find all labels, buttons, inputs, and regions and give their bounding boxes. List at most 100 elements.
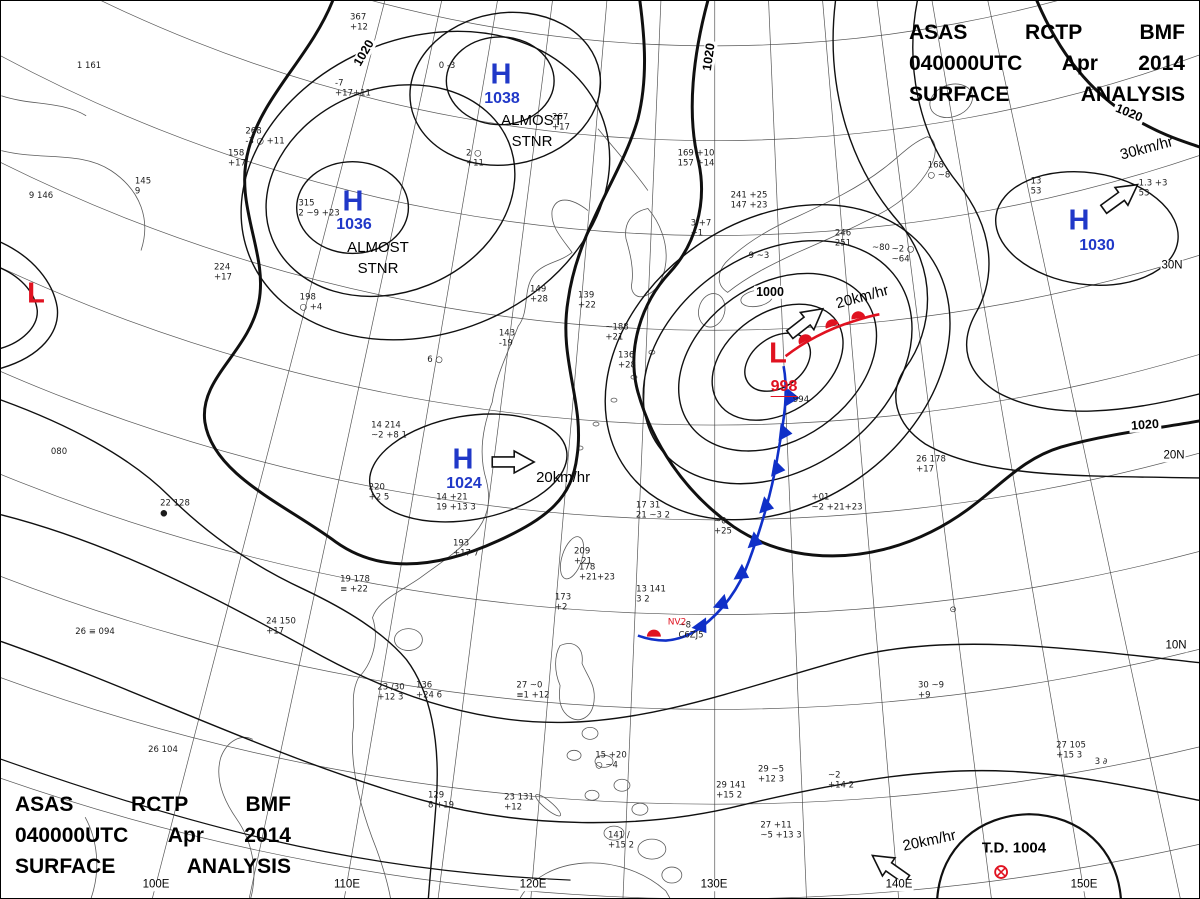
station-plot: 193 +17 7 [452, 538, 480, 558]
pressure-center-value: 1030 [1079, 237, 1115, 254]
product-id-bottom: ASAS RCTP BMF [15, 793, 291, 816]
coastlines [1, 83, 973, 898]
station-plot: 30 ~9 +9 [917, 680, 945, 700]
station-plot: 1.3 +3 53 [1138, 178, 1168, 198]
station-plot: 178 +21+23 [579, 562, 615, 582]
station-plot: 23 131 +12 [504, 792, 534, 812]
high-center: H [452, 443, 474, 476]
movement-arrow [491, 449, 536, 475]
station-plot: 13 141 3 2 [636, 584, 666, 604]
station-plot: 29 ~5 +12 3 [757, 764, 785, 784]
station-plot: 136 +24 6 [415, 680, 443, 700]
longitude-label: 120E [518, 878, 548, 891]
station-plot: 129 8 +19 [427, 790, 455, 810]
station-plot: 6 ○ [427, 355, 443, 366]
station-plot: ~8 C6ZJ5 [678, 620, 704, 640]
station-plot: 13 53 [1030, 176, 1042, 196]
station-plot: -7 +17+11 [335, 78, 371, 98]
station-plot: 198 ○ +4 [299, 292, 323, 312]
product-name-bottom: SURFACE ANALYSIS [15, 855, 291, 879]
longitude-label: 130E [699, 878, 729, 891]
high-center: H [490, 58, 512, 91]
product-name: SURFACE ANALYSIS [909, 83, 1185, 107]
station-plot: 267 +17 [552, 112, 570, 132]
station-plot: 24 150 +17 [266, 616, 296, 636]
valid-time: 040000UTC Apr 2014 [909, 52, 1185, 76]
isobar-label: 1020 [699, 40, 718, 74]
longitude-label: 150E [1069, 878, 1099, 891]
longitude-label: 110E [332, 878, 362, 891]
station-plot: 169 +10 157 +14 [677, 148, 715, 168]
ship-callsign-label: NV2 [667, 617, 687, 628]
station-plot: 9 146 [28, 191, 54, 202]
station-plot: 0 -3 [438, 61, 456, 72]
station-plot: 136 +28 [618, 350, 636, 370]
tropical-depression-label: T.D. 1004 [981, 839, 1047, 857]
low-center: L [769, 337, 787, 370]
station-plot: 26 104 [148, 745, 178, 756]
isobar-label: 1000 [754, 284, 786, 299]
station-plot: 22 128 ● [160, 498, 190, 518]
station-plot: 2 ○ +11 [466, 148, 484, 168]
station-plot: 080 [50, 447, 68, 458]
station-plot: 17 31 21 ~3 2 [635, 500, 671, 520]
station-plot: 241 +25 147 +23 [730, 190, 768, 210]
station-plot: ~2 ○ ~64 [891, 244, 915, 264]
latitude-label: 20N [1162, 449, 1186, 462]
station-plot: 246 251 [834, 228, 852, 248]
pressure-center-value: 1036 [336, 216, 372, 233]
station-plot: 26 178 +17 [916, 454, 946, 474]
station-plot: +01 ~2 +21+23 [811, 492, 863, 512]
isobar-label: 1020 [350, 36, 378, 70]
station-plot: 26 ≡ 094 [75, 627, 115, 638]
station-plot: 173 +2 [554, 592, 572, 612]
high-center: H [342, 185, 364, 218]
station-plot: ~2 +14 2 [827, 770, 855, 790]
station-plot: 27 +11 ~5 +13 3 [760, 820, 802, 840]
station-plot: 141 / +15 2 [607, 830, 635, 850]
isobar-label: 1020 [1128, 416, 1162, 433]
valid-time-bottom: 040000UTC Apr 2014 [15, 824, 291, 848]
tropical-depression-symbol [994, 865, 1008, 879]
pressure-center-note: ALMOST STNR [347, 239, 409, 277]
latitude-label: 10N [1164, 639, 1188, 652]
movement-arrow [1099, 183, 1139, 215]
station-plot: 19 178 ≡ +22 [340, 574, 370, 594]
station-plot: 14 214 ~2 +8 1 [371, 420, 407, 440]
low-center: L [27, 277, 45, 310]
cold-front [637, 365, 800, 642]
station-plot: ⊙ [949, 605, 957, 616]
pressure-center-value: 998 [770, 378, 798, 397]
pressure-center-value: 1024 [446, 475, 482, 492]
station-plot: 158 +17 [228, 148, 246, 168]
movement-arrow [785, 307, 825, 340]
station-plot: 367 +12 [350, 12, 368, 32]
station-plot: 994 [792, 395, 810, 406]
station-plot: 15 +20 ○ ~4 [595, 750, 627, 770]
station-plot: 145 9 [134, 176, 152, 196]
high-center: H [1068, 204, 1090, 237]
title-block-bottom: ASAS RCTP BMF 040000UTC Apr 2014 SURFACE… [15, 789, 291, 882]
station-plot: 23 /30 +12 3 [377, 682, 405, 702]
movement-speed-label: 20km/hr [536, 469, 590, 486]
latitude-label: 30N [1160, 259, 1184, 272]
station-plot: ~80 [872, 243, 890, 254]
station-plot: 168 ○ ~8 [927, 160, 951, 180]
movement-arrow [871, 854, 911, 885]
station-plot: 224 +17 [214, 262, 232, 282]
station-plot: 14 +21 19 +13 3 [436, 492, 476, 512]
product-id: ASAS RCTP BMF [909, 21, 1185, 44]
station-plot: 3 +7 ~1 [690, 218, 712, 238]
station-plot: 315 2 ~9 +23 [298, 198, 340, 218]
warm-front [646, 311, 880, 637]
station-plot: 143 -19 [498, 328, 516, 348]
station-plot: 149 +28 [530, 284, 548, 304]
station-plot: 27 ~0 ≡1 +12 [516, 680, 550, 700]
station-plot: 29 141 +15 2 [716, 780, 746, 800]
station-plot: 268 -3 ○ +11 [245, 126, 285, 146]
